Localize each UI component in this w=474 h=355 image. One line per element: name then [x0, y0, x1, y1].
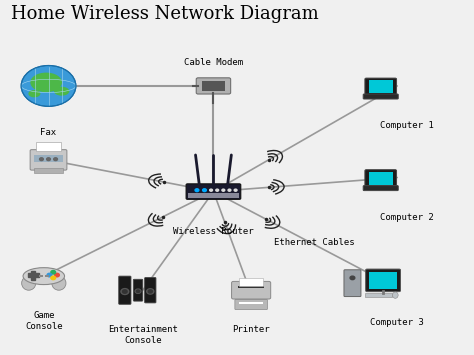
- Ellipse shape: [22, 276, 36, 290]
- Circle shape: [137, 290, 140, 293]
- FancyBboxPatch shape: [365, 269, 401, 291]
- Circle shape: [51, 276, 55, 280]
- Circle shape: [210, 189, 212, 191]
- Text: Entertainment
Console: Entertainment Console: [108, 326, 178, 345]
- Circle shape: [39, 158, 43, 160]
- Text: Computer 3: Computer 3: [370, 318, 424, 327]
- FancyBboxPatch shape: [232, 282, 271, 299]
- FancyBboxPatch shape: [196, 78, 231, 94]
- Bar: [39, 275, 43, 277]
- FancyBboxPatch shape: [30, 150, 67, 170]
- Bar: [45, 275, 48, 277]
- Circle shape: [234, 189, 237, 191]
- FancyBboxPatch shape: [365, 170, 397, 187]
- Circle shape: [148, 290, 152, 293]
- Circle shape: [121, 289, 129, 295]
- Text: Computer 2: Computer 2: [380, 213, 434, 222]
- Text: Cable Modem: Cable Modem: [184, 58, 243, 67]
- Text: Computer 1: Computer 1: [380, 121, 434, 130]
- Bar: [369, 172, 393, 185]
- Ellipse shape: [54, 87, 69, 96]
- FancyBboxPatch shape: [344, 270, 361, 296]
- Ellipse shape: [52, 276, 66, 290]
- FancyBboxPatch shape: [235, 299, 267, 310]
- FancyBboxPatch shape: [118, 276, 131, 304]
- Circle shape: [55, 273, 59, 277]
- Bar: [369, 272, 397, 289]
- Ellipse shape: [392, 292, 398, 298]
- FancyBboxPatch shape: [186, 184, 241, 200]
- Circle shape: [350, 276, 355, 280]
- Bar: [369, 80, 393, 93]
- Circle shape: [202, 189, 206, 192]
- Circle shape: [222, 189, 225, 191]
- Bar: [239, 278, 263, 286]
- Bar: [365, 293, 392, 297]
- Bar: [34, 168, 63, 173]
- Circle shape: [228, 189, 231, 191]
- Bar: [239, 302, 263, 304]
- Bar: [202, 81, 225, 91]
- Bar: [238, 286, 264, 288]
- Circle shape: [21, 65, 76, 106]
- Circle shape: [51, 271, 55, 274]
- Circle shape: [123, 290, 127, 293]
- Bar: [188, 193, 239, 198]
- Circle shape: [195, 189, 199, 192]
- Text: Ethernet Cables: Ethernet Cables: [274, 238, 355, 247]
- Text: Fax: Fax: [40, 128, 56, 137]
- Ellipse shape: [30, 72, 62, 92]
- Ellipse shape: [28, 90, 40, 97]
- Text: Game
Console: Game Console: [25, 311, 63, 331]
- Text: Wireless Router: Wireless Router: [173, 227, 254, 236]
- Circle shape: [135, 289, 141, 293]
- Circle shape: [147, 289, 154, 294]
- Text: Printer: Printer: [232, 326, 270, 334]
- Bar: [36, 142, 61, 152]
- FancyBboxPatch shape: [363, 94, 398, 99]
- Text: Home Wireless Network Diagram: Home Wireless Network Diagram: [11, 5, 319, 23]
- FancyBboxPatch shape: [363, 186, 398, 191]
- Circle shape: [46, 158, 50, 160]
- Circle shape: [54, 158, 57, 160]
- FancyBboxPatch shape: [133, 279, 143, 301]
- FancyBboxPatch shape: [365, 78, 397, 96]
- FancyBboxPatch shape: [145, 278, 156, 303]
- Circle shape: [216, 189, 219, 191]
- Circle shape: [47, 273, 52, 277]
- Ellipse shape: [23, 268, 64, 285]
- Bar: [34, 155, 63, 162]
